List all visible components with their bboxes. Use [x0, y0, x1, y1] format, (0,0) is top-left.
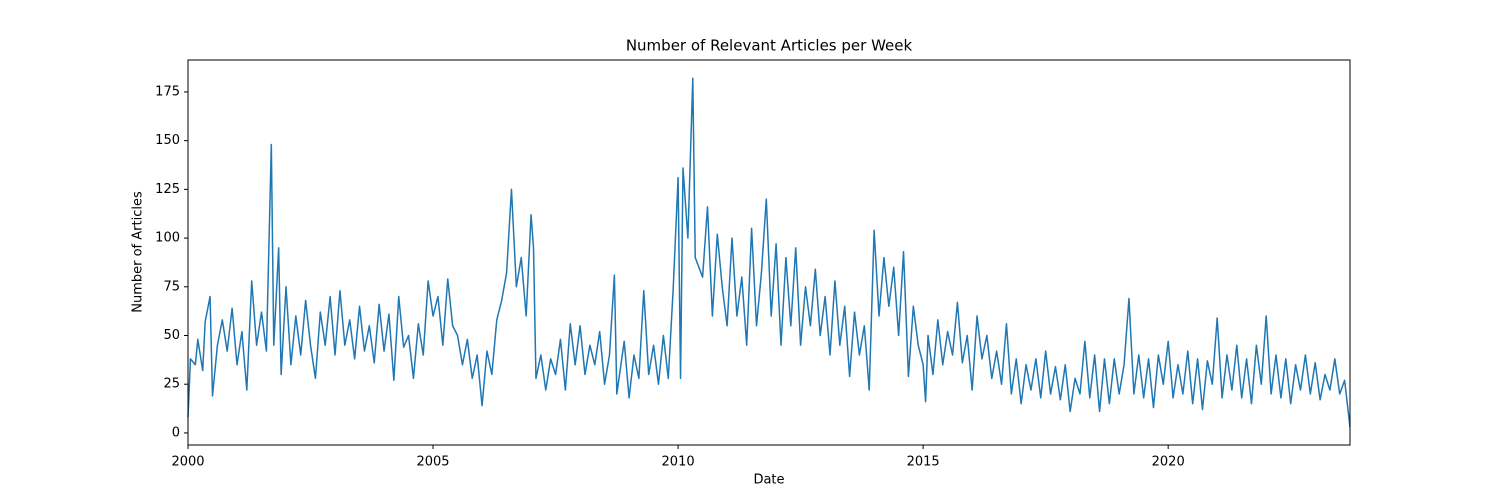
- y-tick-label: 25: [163, 377, 180, 392]
- y-tick-label: 100: [155, 231, 180, 246]
- y-axis-label: Number of Articles: [131, 191, 146, 313]
- data-line: [187, 77, 1351, 428]
- y-tick-label: 75: [163, 279, 180, 294]
- x-tick-label: 2010: [662, 455, 695, 470]
- x-tick-label: 2005: [416, 455, 449, 470]
- y-tick-label: 125: [155, 182, 180, 197]
- x-tick-label: 2000: [171, 455, 204, 470]
- x-tick-label: 2020: [1152, 455, 1185, 470]
- x-tick-label: 2015: [907, 455, 940, 470]
- axes-frame: [187, 59, 1351, 446]
- chart-title: Number of Relevant Articles per Week: [626, 37, 913, 55]
- y-tick-label: 50: [163, 328, 180, 343]
- y-tick-label: 0: [172, 425, 180, 440]
- x-axis-label: Date: [753, 473, 784, 488]
- plot-area: 0 25 50 75 100 125 150 175 2000 2005 2010 2015 2020: [155, 77, 1351, 470]
- y-tick-label: 150: [155, 133, 180, 148]
- y-tick-label: 175: [155, 84, 180, 99]
